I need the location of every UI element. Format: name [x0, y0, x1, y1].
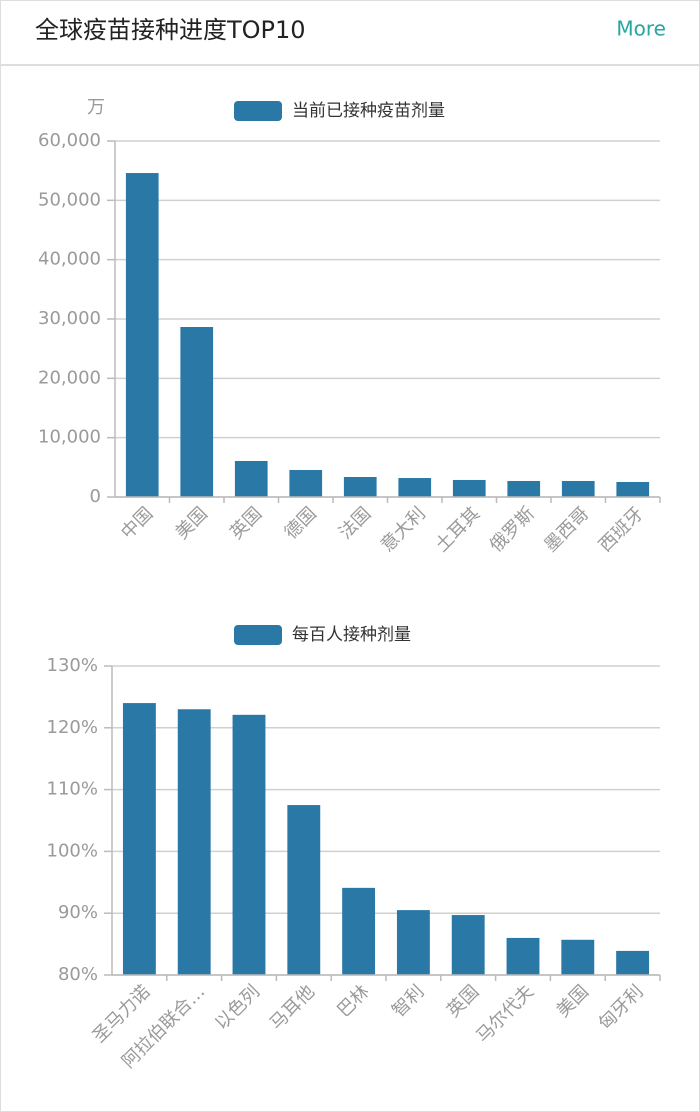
bar [342, 887, 376, 975]
bar [507, 480, 541, 497]
bar [396, 910, 430, 975]
y-tick-label: 80% [58, 964, 98, 985]
bar [561, 480, 595, 497]
y-tick-label: 40,000 [38, 249, 101, 270]
bar [616, 481, 650, 497]
y-tick-label: 130% [47, 655, 98, 676]
y-tick-label: 50,000 [38, 189, 101, 210]
more-link[interactable]: More [616, 17, 666, 41]
y-tick-label: 30,000 [38, 308, 101, 329]
y-tick-label: 120% [47, 717, 98, 738]
bar [287, 805, 321, 975]
bar [125, 173, 159, 498]
legend-label: 当前已接种疫苗剂量 [292, 101, 445, 121]
bar [398, 478, 432, 497]
page-title: 全球疫苗接种进度TOP10 [35, 16, 306, 44]
bar [451, 915, 485, 975]
y-tick-label: 90% [58, 902, 98, 923]
y-tick-label: 20,000 [38, 367, 101, 388]
bar [616, 950, 650, 975]
bar [561, 939, 595, 975]
bar [180, 327, 214, 497]
y-tick-label: 100% [47, 840, 98, 861]
y-unit: 万 [87, 97, 105, 118]
bar [289, 470, 323, 497]
bar [234, 460, 268, 497]
y-tick-label: 0 [90, 486, 101, 507]
legend-swatch [234, 625, 282, 645]
y-tick-label: 10,000 [38, 427, 101, 448]
legend-swatch [234, 101, 282, 121]
y-tick-label: 60,000 [38, 130, 101, 151]
bar [177, 709, 211, 975]
bar [232, 714, 266, 975]
bar [343, 477, 377, 497]
legend-label: 每百人接种剂量 [292, 625, 411, 645]
bar [122, 703, 156, 975]
y-tick-label: 110% [47, 779, 98, 800]
bar [506, 937, 540, 975]
bar [452, 479, 486, 497]
